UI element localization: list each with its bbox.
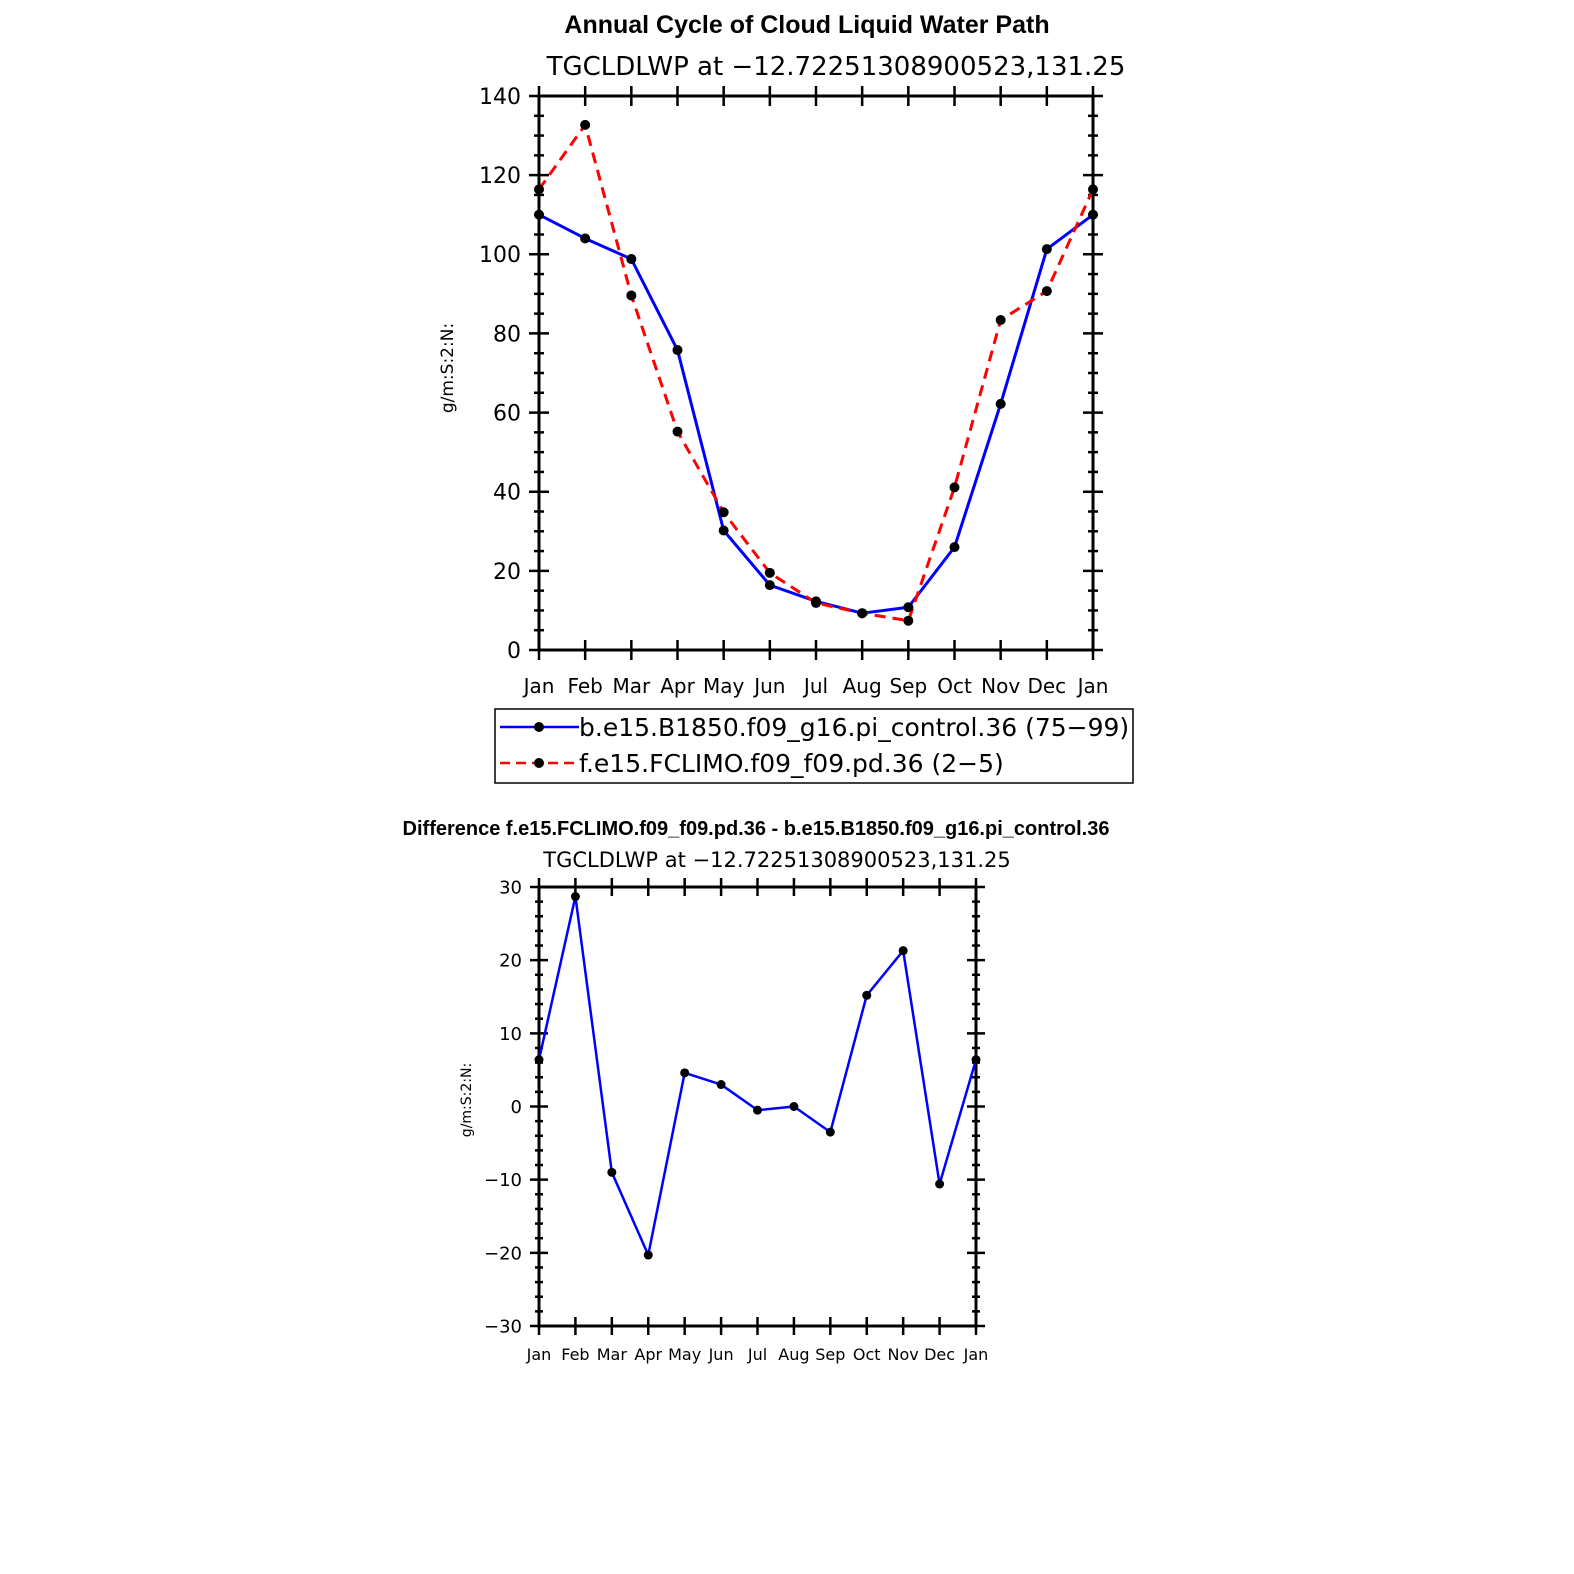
chart-1-ytick-label: 0 — [507, 639, 521, 664]
chart-1-xtick-label: Mar — [612, 674, 651, 698]
chart-1-series-2-point — [811, 597, 821, 608]
legend-marker-series-2 — [534, 758, 544, 768]
chart-2-ytick-label: 10 — [499, 1024, 522, 1045]
chart-1-series-2-point — [995, 314, 1006, 325]
chart-2-series-1-point — [607, 1167, 617, 1177]
chart-2-series-1-point — [570, 892, 580, 902]
chart-1-subtitle: TGCLDLWP at −12.72251308900523,131.25 — [546, 52, 1126, 82]
chart-1-xtick-label: Jun — [752, 674, 785, 698]
chart-1-xtick-label: Oct — [937, 674, 972, 698]
chart-1-ytick-label: 60 — [493, 401, 521, 426]
chart-1-series-1-point — [1041, 244, 1052, 255]
chart-2-series-1-point — [862, 990, 872, 1000]
chart-1-series-1-point — [534, 209, 544, 220]
chart-1-series-2-point — [949, 482, 960, 493]
chart-2-subtitle: TGCLDLWP at −12.72251308900523,131.25 — [542, 848, 1011, 872]
chart-1-series-2-point — [626, 290, 637, 301]
chart-2-xtick-label: Jun — [708, 1345, 734, 1364]
chart-1-series-1-point — [718, 525, 729, 536]
chart-1-xtick-label: Jan — [522, 674, 555, 698]
chart-1-ytick-label: 40 — [493, 481, 521, 506]
chart-2-series-1-point — [825, 1127, 835, 1137]
chart-2-ytick-label: 0 — [511, 1097, 522, 1118]
chart-1-series-1-point — [626, 254, 637, 265]
chart-1-ytick-label: 120 — [479, 164, 521, 189]
chart-2-xtick-label: Sep — [815, 1345, 845, 1364]
legend-marker-series-1 — [534, 722, 544, 732]
chart-2-series-1-point — [534, 1055, 544, 1065]
chart-1-series-1-point — [995, 398, 1006, 409]
chart-2-xtick-label: Jan — [963, 1345, 989, 1364]
chart-1-xtick-label: Feb — [567, 674, 602, 698]
chart-1-xtick-label: Nov — [981, 674, 1020, 698]
chart-1-series-2-point — [580, 119, 591, 130]
chart-1-series-2-point — [718, 507, 729, 518]
chart-1-series-2-point — [764, 567, 775, 578]
chart-2-series-1-point — [789, 1102, 799, 1111]
chart-1-series-1-point — [580, 233, 591, 244]
chart-1-xtick-label: Jul — [802, 674, 828, 698]
chart-2-xtick-label: Dec — [924, 1345, 955, 1364]
chart-2-ytick-label: −10 — [484, 1170, 522, 1191]
chart-1-xtick-label: May — [703, 674, 745, 698]
chart-2-xtick-label: Nov — [888, 1345, 919, 1364]
chart-2-xtick-label: Jul — [747, 1345, 767, 1364]
legend-box — [494, 708, 1134, 784]
chart-2-plot: −30 −20 −10 0 10 20 30 Jan Feb Mar Apr May Jun Jul Aug… — [484, 877, 988, 1364]
chart-1-legend: b.e15.B1850.f09_g16.pi_control.36 (75−99… — [494, 708, 1134, 784]
chart-2-xtick-label: Jan — [526, 1345, 552, 1364]
chart-2-xtick-label: Apr — [634, 1345, 662, 1364]
chart-2-series-1-point — [935, 1179, 945, 1189]
chart-1-series-2-point — [672, 426, 683, 437]
chart-2-ytick-label: −20 — [484, 1243, 522, 1264]
chart-1-series-1-point — [903, 602, 914, 613]
chart-1-ytick-label: 80 — [493, 322, 521, 347]
chart-1-series-2-point — [857, 608, 868, 619]
legend-label-series-1: b.e15.B1850.f09_g16.pi_control.36 (75−99… — [579, 713, 1129, 742]
chart-1-series-1-point — [764, 580, 775, 591]
chart-1-series-1-line — [538, 213, 1094, 615]
chart-1-series-2-point — [1041, 286, 1052, 297]
chart-1-series-1-point — [1088, 209, 1098, 220]
chart-1-xtick-label: Sep — [889, 674, 927, 698]
chart-2-xtick-label: Mar — [597, 1345, 628, 1364]
chart-1-xtick-label: Apr — [660, 674, 695, 698]
chart-2-series-1-point — [643, 1250, 653, 1260]
chart-2-xtick-label: Oct — [853, 1345, 881, 1364]
chart-2-series-1-point — [753, 1105, 762, 1115]
chart-2-xtick-label: Feb — [561, 1345, 589, 1364]
chart-2-series-1-point — [971, 1055, 981, 1065]
chart-1-series-2-point — [903, 615, 914, 626]
chart-1-xtick-label: Dec — [1027, 674, 1066, 698]
chart-2-series-1-point — [716, 1080, 726, 1090]
chart-2-xtick-label: May — [668, 1345, 701, 1364]
chart-1-ytick-label: 100 — [479, 243, 521, 268]
chart-1-ylabel: g/m:S:2:N: — [438, 323, 458, 413]
chart-1-series-1-point — [672, 345, 683, 356]
chart-1-xtick-label: Aug — [843, 674, 882, 698]
chart-2-xtick-label: Aug — [778, 1345, 809, 1364]
chart-2-series-1-point — [680, 1068, 690, 1078]
chart-1-title: Annual Cycle of Cloud Liquid Water Path — [564, 11, 1049, 39]
chart-1-ytick-label: 20 — [493, 560, 521, 585]
chart-2-ytick-label: −30 — [484, 1316, 522, 1337]
chart-1-ytick-label: 140 — [479, 85, 521, 110]
chart-1-series-1-point — [949, 542, 960, 553]
legend-label-series-2: f.e15.FCLIMO.f09_f09.pd.36 (2−5) — [579, 749, 1004, 778]
chart-1-series-2-point — [534, 184, 544, 195]
chart-2-ylabel: g/m:S:2:N: — [459, 1063, 475, 1137]
chart-2-series-1-line — [537, 895, 978, 1257]
chart-1-plot: 0 20 40 60 80 100 120 140 Jan Feb Mar Apr May Jun Jul A… — [479, 85, 1108, 698]
chart-2-ytick-label: 20 — [499, 951, 522, 972]
chart-2-ytick-label: 30 — [499, 877, 522, 898]
chart-2-title: Difference f.e15.FCLIMO.f09_f09.pd.36 - … — [403, 818, 1110, 840]
chart-2-series-1-point — [898, 946, 908, 956]
chart-1-xtick-label: Jan — [1076, 674, 1109, 698]
chart-1-series-2-point — [1088, 184, 1098, 195]
